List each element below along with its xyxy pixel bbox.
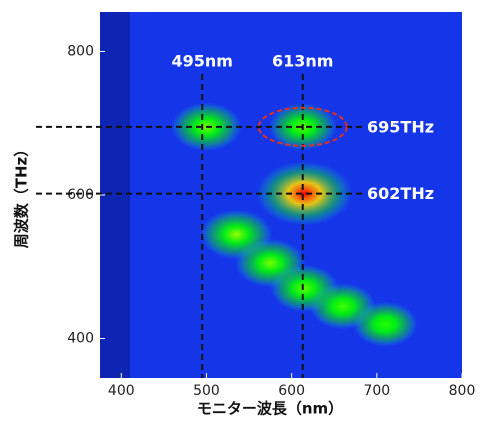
marker-label: 602THz xyxy=(367,184,434,203)
y-tick-label: 600 xyxy=(67,187,94,203)
x-tick-label: 600 xyxy=(278,383,305,399)
y-tick-label: 800 xyxy=(67,43,94,59)
x-tick-label: 800 xyxy=(449,383,476,399)
highlight-ellipse xyxy=(257,106,348,147)
x-tick-label: 400 xyxy=(108,383,135,399)
y-axis-label: 周波数（THz） xyxy=(13,142,31,249)
plot-area xyxy=(100,12,462,378)
x-axis-label: モニター波長（nm） xyxy=(197,400,343,418)
x-tick-label: 700 xyxy=(363,383,390,399)
marker-label: 695THz xyxy=(367,117,434,136)
marker-label: 613nm xyxy=(272,52,333,71)
marker-label: 495nm xyxy=(171,52,232,71)
y-tick-label: 400 xyxy=(67,331,94,347)
x-tick-label: 500 xyxy=(193,383,220,399)
heat-spot xyxy=(256,161,353,226)
heat-spot xyxy=(353,301,418,347)
